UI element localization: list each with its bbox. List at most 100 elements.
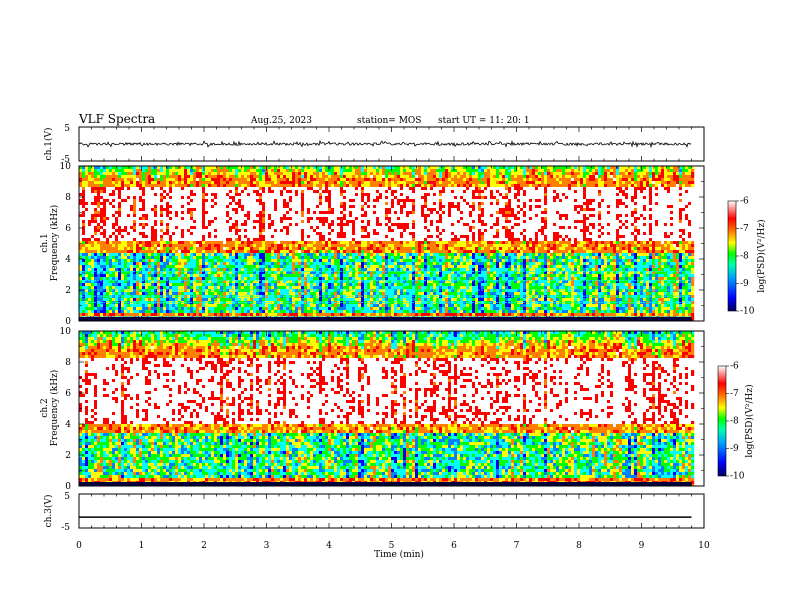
spectrogram-cell <box>337 238 341 242</box>
spectrogram-cell <box>169 256 173 260</box>
spectrogram-cell <box>145 244 149 248</box>
spectrogram-cell <box>211 241 215 245</box>
spectrogram-cell <box>238 169 242 173</box>
spectrogram-cell <box>253 193 257 197</box>
spectrogram-cell <box>232 289 236 293</box>
spectrogram-cell <box>256 178 260 182</box>
spectrogram-cell <box>91 172 95 176</box>
spectrogram-cell <box>358 274 362 278</box>
spectrogram-cell <box>259 274 263 278</box>
spectrogram-cell <box>298 292 302 296</box>
spectrogram-cell <box>142 190 146 194</box>
spectrogram-cell <box>277 268 281 272</box>
spectrogram-cell <box>334 292 338 296</box>
spectrogram-cell <box>358 172 362 176</box>
spectrogram-cell <box>136 265 140 269</box>
spectrogram-cell <box>331 274 335 278</box>
spectrogram-cell <box>88 226 92 230</box>
ch1-waveform-panel: 5 -5 ch.1(V) <box>43 124 705 165</box>
spectrogram-cell <box>298 172 302 176</box>
spectrogram-cell <box>322 223 326 227</box>
spectrogram-cell <box>310 241 314 245</box>
spectrogram-cell <box>175 277 179 281</box>
spectrogram-cell <box>109 202 113 206</box>
spectrogram-cell <box>283 244 287 248</box>
spectrogram-cell <box>163 250 167 254</box>
spectrogram-cell <box>172 277 176 281</box>
spectrogram-cell <box>304 211 308 215</box>
spectrogram-cell <box>349 187 353 191</box>
spectrogram-cell <box>208 181 212 185</box>
spectrogram-cell <box>331 271 335 275</box>
spectrogram-cell <box>274 241 278 245</box>
spectrogram-cell <box>244 178 248 182</box>
spectrogram-cell <box>103 187 107 191</box>
spectrogram-cell <box>361 196 365 200</box>
spectrogram-cell <box>352 226 356 230</box>
spectrogram-cell <box>238 211 242 215</box>
spectrogram-cell <box>208 211 212 215</box>
spectrogram-cell <box>280 307 284 311</box>
spectrogram-cell <box>220 259 224 263</box>
spectrogram-cell <box>124 205 128 209</box>
spectrogram-cell <box>310 196 314 200</box>
spectrogram-cell <box>163 277 167 281</box>
spectrogram-cell <box>244 169 248 173</box>
spectrogram-cell <box>265 175 269 179</box>
spectrogram-cell <box>280 277 284 281</box>
spectrogram-cell <box>277 193 281 197</box>
spectrogram-cell <box>319 265 323 269</box>
spectrogram-cell <box>292 304 296 308</box>
spectrogram-cell <box>163 304 167 308</box>
spectrogram-cell <box>256 253 260 257</box>
spectrogram-cell <box>166 202 170 206</box>
spectrogram-cell <box>334 199 338 203</box>
spectrogram-cell <box>115 172 119 176</box>
spectrogram-cell <box>124 283 128 287</box>
spectrogram-cell <box>223 187 227 191</box>
spectrogram-cell <box>100 277 104 281</box>
spectrogram-cell <box>94 256 98 260</box>
spectrogram-cell <box>253 208 257 212</box>
spectrogram-cell <box>181 313 185 317</box>
spectrogram-cell <box>217 247 221 251</box>
spectrogram-cell <box>220 178 224 182</box>
spectrogram-cell <box>151 205 155 209</box>
spectrogram-cell <box>130 232 134 236</box>
spectrogram-cell <box>157 307 161 311</box>
spectrogram-cell <box>256 208 260 212</box>
spectrogram-cell <box>115 247 119 251</box>
spectrogram-cell <box>151 226 155 230</box>
spectrogram-cell <box>148 250 152 254</box>
spectrogram-cell <box>352 253 356 257</box>
spectrogram-cell <box>286 190 290 194</box>
spectrogram-cell <box>226 256 230 260</box>
spectrogram-cell <box>346 172 350 176</box>
spectrogram-cell <box>355 199 359 203</box>
spectrogram-cell <box>301 226 305 230</box>
spectrogram-cell <box>187 205 191 209</box>
spectrogram-cell <box>364 169 368 173</box>
spectrogram-cell <box>193 199 197 203</box>
spectrogram-cell <box>211 217 215 221</box>
spectrogram-cell <box>331 289 335 293</box>
spectrogram-cell <box>253 217 257 221</box>
spectrogram-cell <box>304 226 308 230</box>
spectrogram-cell <box>340 169 344 173</box>
spectrogram-cell <box>160 166 164 170</box>
spectrogram-cell <box>175 166 179 170</box>
spectrogram-cell <box>82 304 86 308</box>
spectrogram-cell <box>142 232 146 236</box>
spectrogram-cell <box>268 259 272 263</box>
spectrogram-cell <box>289 265 293 269</box>
spectrogram-cell <box>250 250 254 254</box>
spectrogram-cell <box>322 259 326 263</box>
spectrogram-cell <box>100 205 104 209</box>
spectrogram-cell <box>250 280 254 284</box>
spectrogram-cell <box>241 259 245 263</box>
spectrogram-cell <box>169 271 173 275</box>
spectrogram-cell <box>268 265 272 269</box>
spectrogram-cell <box>127 286 131 290</box>
spectrogram-cell <box>208 241 212 245</box>
spectrogram-cell <box>139 238 143 242</box>
